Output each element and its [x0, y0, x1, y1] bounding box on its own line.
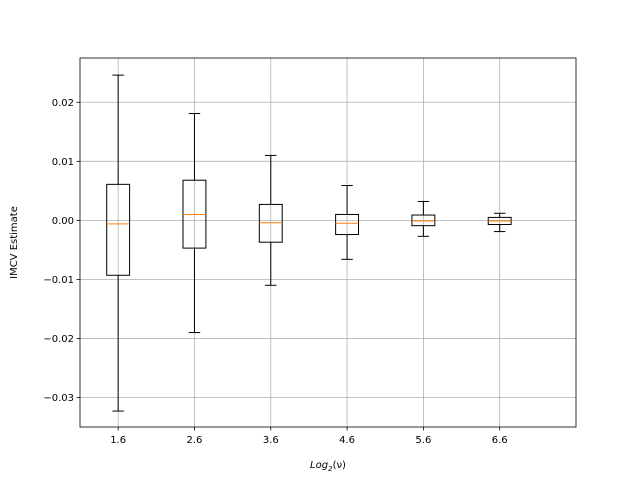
- y-tick-label: −0.03: [43, 393, 74, 404]
- x-axis-label-main: Log: [310, 460, 328, 471]
- iqr-box: [106, 183, 131, 276]
- box-6.6: [487, 212, 512, 233]
- y-tick-label: 0.00: [52, 216, 74, 227]
- y-tick-label: −0.01: [43, 275, 74, 286]
- x-tick-label: 5.6: [415, 435, 431, 446]
- x-tick-label: 6.6: [492, 435, 508, 446]
- box-5.6: [411, 200, 436, 237]
- y-tick-label: 0.01: [52, 157, 74, 168]
- y-axis-label: IMCV Estimate: [9, 206, 20, 279]
- box-2.6: [182, 112, 207, 334]
- x-tick-label: 3.6: [263, 435, 279, 446]
- x-ticks: 1.6 2.6 3.6 4.6 5.6 6.6: [110, 427, 508, 446]
- iqr-box: [258, 203, 283, 243]
- box-layer: [106, 74, 512, 412]
- iqr-box: [335, 213, 360, 236]
- x-axis-label-subscript: 2: [328, 465, 333, 473]
- y-tick-label: −0.02: [43, 334, 74, 345]
- x-axis-label: Log2(ν): [310, 460, 346, 473]
- box-3.6: [258, 154, 283, 286]
- x-tick-label: 4.6: [339, 435, 355, 446]
- x-tick-label: 2.6: [187, 435, 203, 446]
- y-tick-label: 0.02: [52, 98, 74, 109]
- y-ticks: 0.02 0.01 0.00 −0.01 −0.02 −0.03: [43, 98, 80, 404]
- box-1.6: [106, 74, 131, 412]
- plot-frame: [79, 57, 577, 428]
- box-4.6: [335, 185, 360, 260]
- iqr-box: [411, 214, 436, 227]
- x-tick-label: 1.6: [110, 435, 126, 446]
- x-axis-label-suffix: (ν): [333, 460, 346, 471]
- grid-layer: [80, 58, 576, 427]
